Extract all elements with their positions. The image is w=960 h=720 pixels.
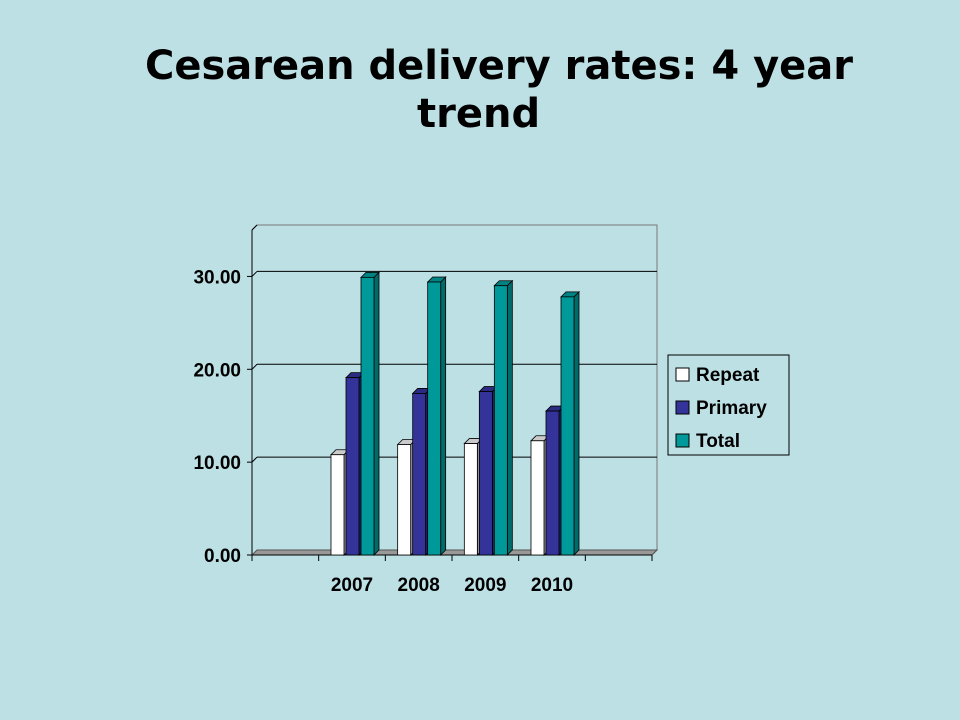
bar-total-2008: [427, 281, 442, 556]
legend-label-total: Total: [696, 431, 740, 452]
y-tick-label: 30.00: [193, 267, 241, 288]
plot-area: [251, 224, 658, 556]
bar-repeat-2007: [330, 454, 345, 556]
chart-floor: [250, 549, 659, 556]
bar-side: [573, 290, 580, 556]
y-tick-label: 20.00: [193, 360, 241, 381]
y-tick-label: 0.00: [204, 546, 241, 567]
bar-primary-2008: [412, 393, 427, 556]
legend-label-repeat: Repeat: [696, 365, 760, 386]
legend-swatch-total: [675, 433, 690, 448]
slide-title: Cesarean delivery rates: 4 year trend: [145, 42, 885, 138]
bar-total-2010: [560, 296, 575, 556]
x-tick-label-2008: 2008: [398, 575, 440, 596]
bar-primary-2007: [345, 377, 360, 556]
bar-repeat-2010: [530, 440, 545, 556]
plot-back-wall: [251, 224, 658, 556]
gridlines: [251, 270, 657, 463]
slide-title-line2: trend: [417, 91, 541, 137]
plot-wall-edge: [251, 224, 258, 231]
x-tick-label-2009: 2009: [464, 575, 506, 596]
bar-total-2009: [493, 285, 508, 556]
x-axis: 2007 2008 2009 2010: [251, 555, 653, 596]
bar-primary-2009: [478, 391, 493, 556]
x-tick-label-2010: 2010: [531, 575, 573, 596]
floor-top: [250, 549, 659, 556]
y-tick-label: 10.00: [193, 453, 241, 474]
y-axis: 0.00 10.00 20.00 30.00: [193, 267, 252, 567]
x-tick-label-2007: 2007: [331, 575, 373, 596]
slide-title-line1: Cesarean delivery rates: 4 year: [145, 43, 854, 89]
bar-total-2007: [360, 276, 375, 556]
gridline-diag: [251, 456, 258, 463]
bar-side: [506, 279, 513, 556]
bar-side: [373, 271, 380, 556]
legend-swatch-repeat: [675, 367, 690, 382]
bar-primary-2010: [545, 410, 560, 556]
legend: Repeat Primary Total: [667, 354, 790, 456]
gridline-diag: [251, 363, 258, 370]
legend-label-primary: Primary: [696, 398, 767, 419]
gridline-diag: [251, 271, 258, 277]
bars: [330, 271, 580, 556]
legend-swatch-primary: [675, 400, 690, 415]
bar-repeat-2008: [397, 444, 412, 556]
bar-repeat-2009: [463, 443, 478, 556]
bar-side: [440, 276, 447, 556]
